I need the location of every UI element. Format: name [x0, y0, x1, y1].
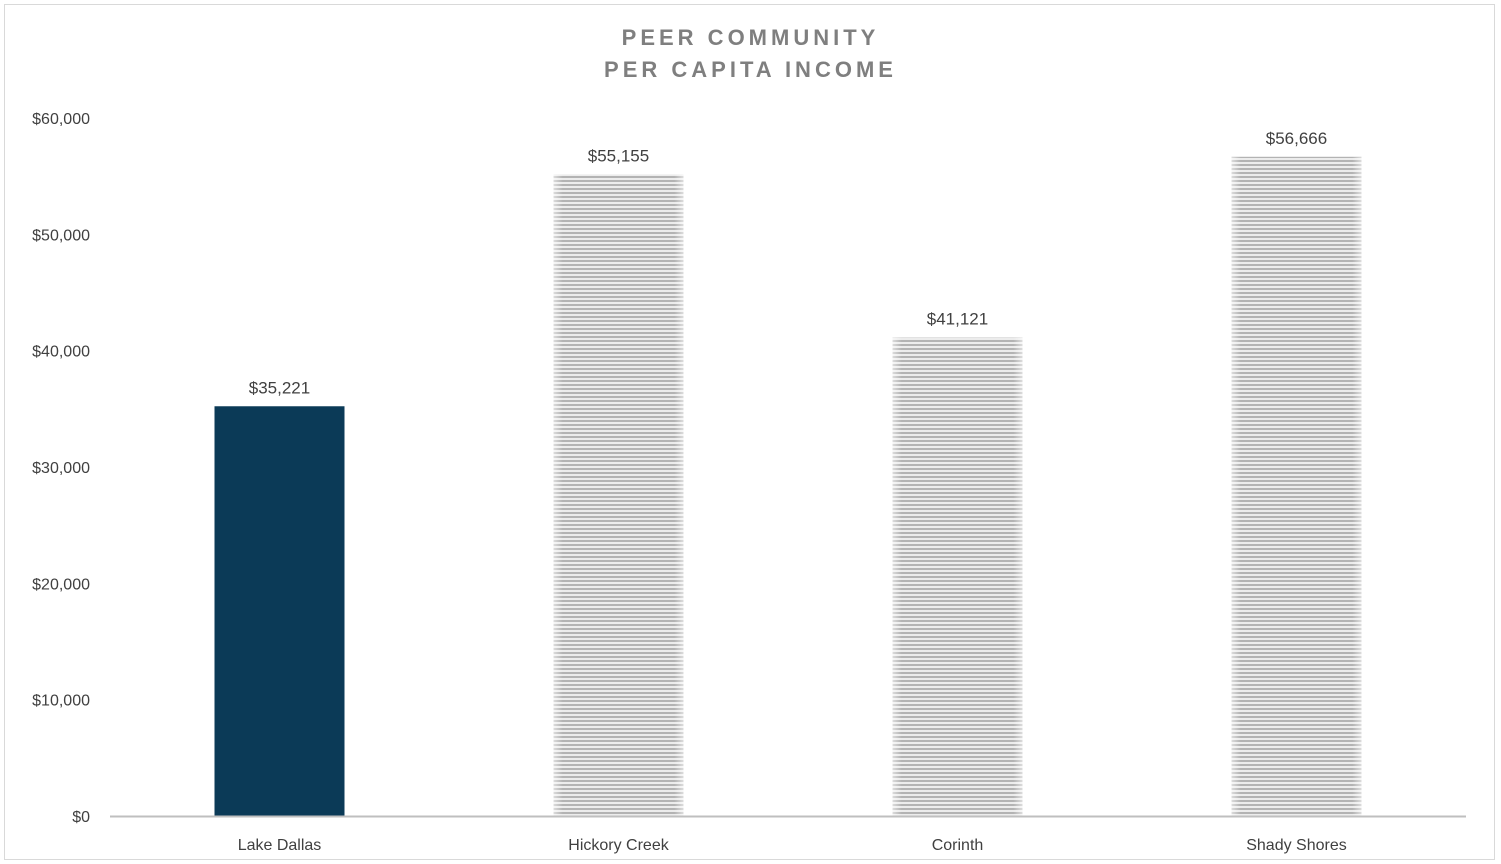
data-labels: $35,221 $55,155 $41,121 $56,666: [249, 129, 1327, 397]
y-axis-labels: $0 $10,000 $20,000 $30,000 $40,000 $50,000 $60…: [32, 111, 90, 826]
y-tick-label: $10,000: [32, 693, 90, 710]
chart-title: PEER COMMUNITY PER CAPITA INCOME: [0, 22, 1501, 86]
y-tick-label: $50,000: [32, 227, 90, 244]
y-tick-label: $40,000: [32, 344, 90, 361]
data-label: $41,121: [927, 310, 988, 329]
bar-corinth: [892, 337, 1023, 816]
data-label: $56,666: [1266, 129, 1327, 148]
bar-lake-dallas: [214, 406, 345, 816]
category-label: Shady Shores: [1246, 837, 1347, 854]
chart-title-line-2: PER CAPITA INCOME: [604, 57, 897, 82]
y-tick-label: $60,000: [32, 111, 90, 128]
bar-shady-shores: [1231, 156, 1362, 817]
bar-shady-shores-shade: [1231, 156, 1362, 817]
category-label: Hickory Creek: [568, 837, 669, 854]
category-labels: Lake Dallas Hickory Creek Corinth Shady Sho…: [238, 837, 1347, 854]
bar-corinth-shade: [892, 337, 1023, 816]
y-tick-label: $0: [72, 809, 90, 826]
category-label: Corinth: [932, 837, 984, 854]
y-tick-label: $30,000: [32, 460, 90, 477]
chart-title-line-1: PEER COMMUNITY: [621, 25, 880, 50]
bar-hickory-creek-shade: [553, 174, 684, 816]
category-label: Lake Dallas: [238, 837, 322, 854]
data-label: $55,155: [588, 146, 649, 165]
bars: [214, 156, 1362, 817]
bar-hickory-creek: [553, 174, 684, 816]
data-label: $35,221: [249, 378, 310, 397]
y-tick-label: $20,000: [32, 576, 90, 593]
